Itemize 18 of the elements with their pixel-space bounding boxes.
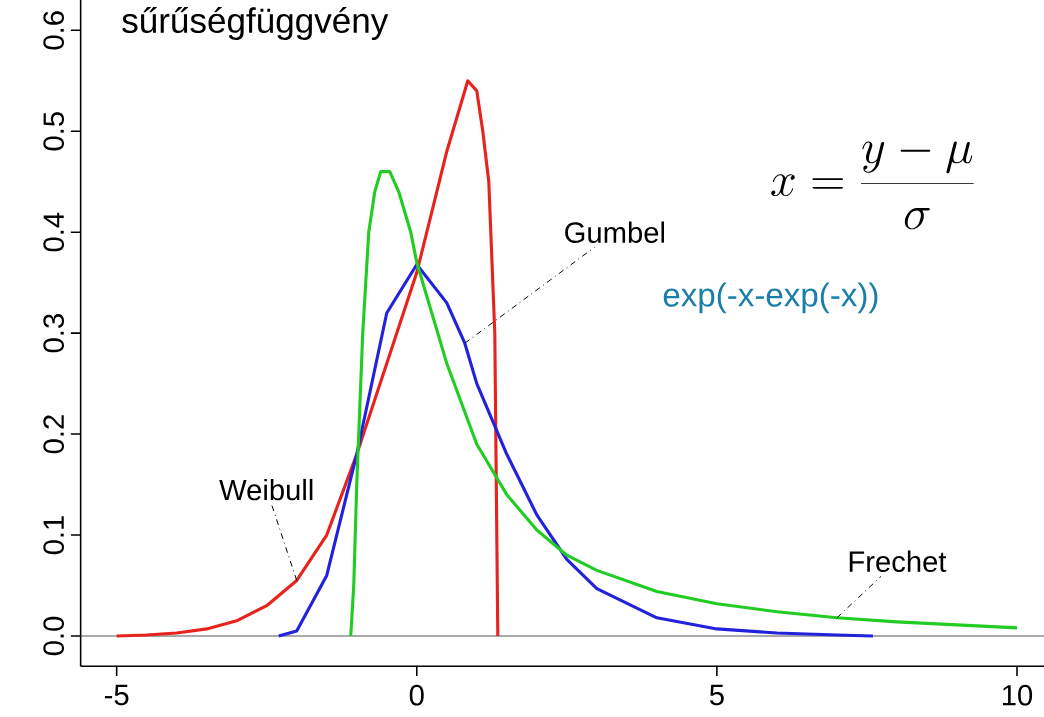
y-tick-label: 0.5 <box>43 112 65 151</box>
chart-title: sűrűségfüggvény <box>122 6 389 41</box>
x-tick-label: -5 <box>104 684 129 706</box>
text: Gumbel <box>565 221 665 243</box>
y-tick-label: 0.3 <box>43 314 65 353</box>
series-label: Weibull <box>219 478 313 501</box>
y-tick-label: 0.4 <box>43 212 65 252</box>
x-tick-label: 0 <box>409 684 424 706</box>
y-tick-label: 0.1 <box>43 516 65 555</box>
y-tick-label: 0.2 <box>43 415 65 454</box>
x-tick-label: 10 <box>1002 684 1033 706</box>
line-series <box>115 79 500 638</box>
y-tick-label: 0.0 <box>43 616 65 656</box>
y-tick-label: 0.6 <box>43 11 65 50</box>
x-tick-label: 5 <box>709 684 724 706</box>
annotation: $x=\frac{y-\mu}{\sigma}$ <box>771 141 974 230</box>
annotation: exp(-x-exp(-x)) <box>663 282 878 314</box>
series-label: Frechet <box>849 550 947 573</box>
